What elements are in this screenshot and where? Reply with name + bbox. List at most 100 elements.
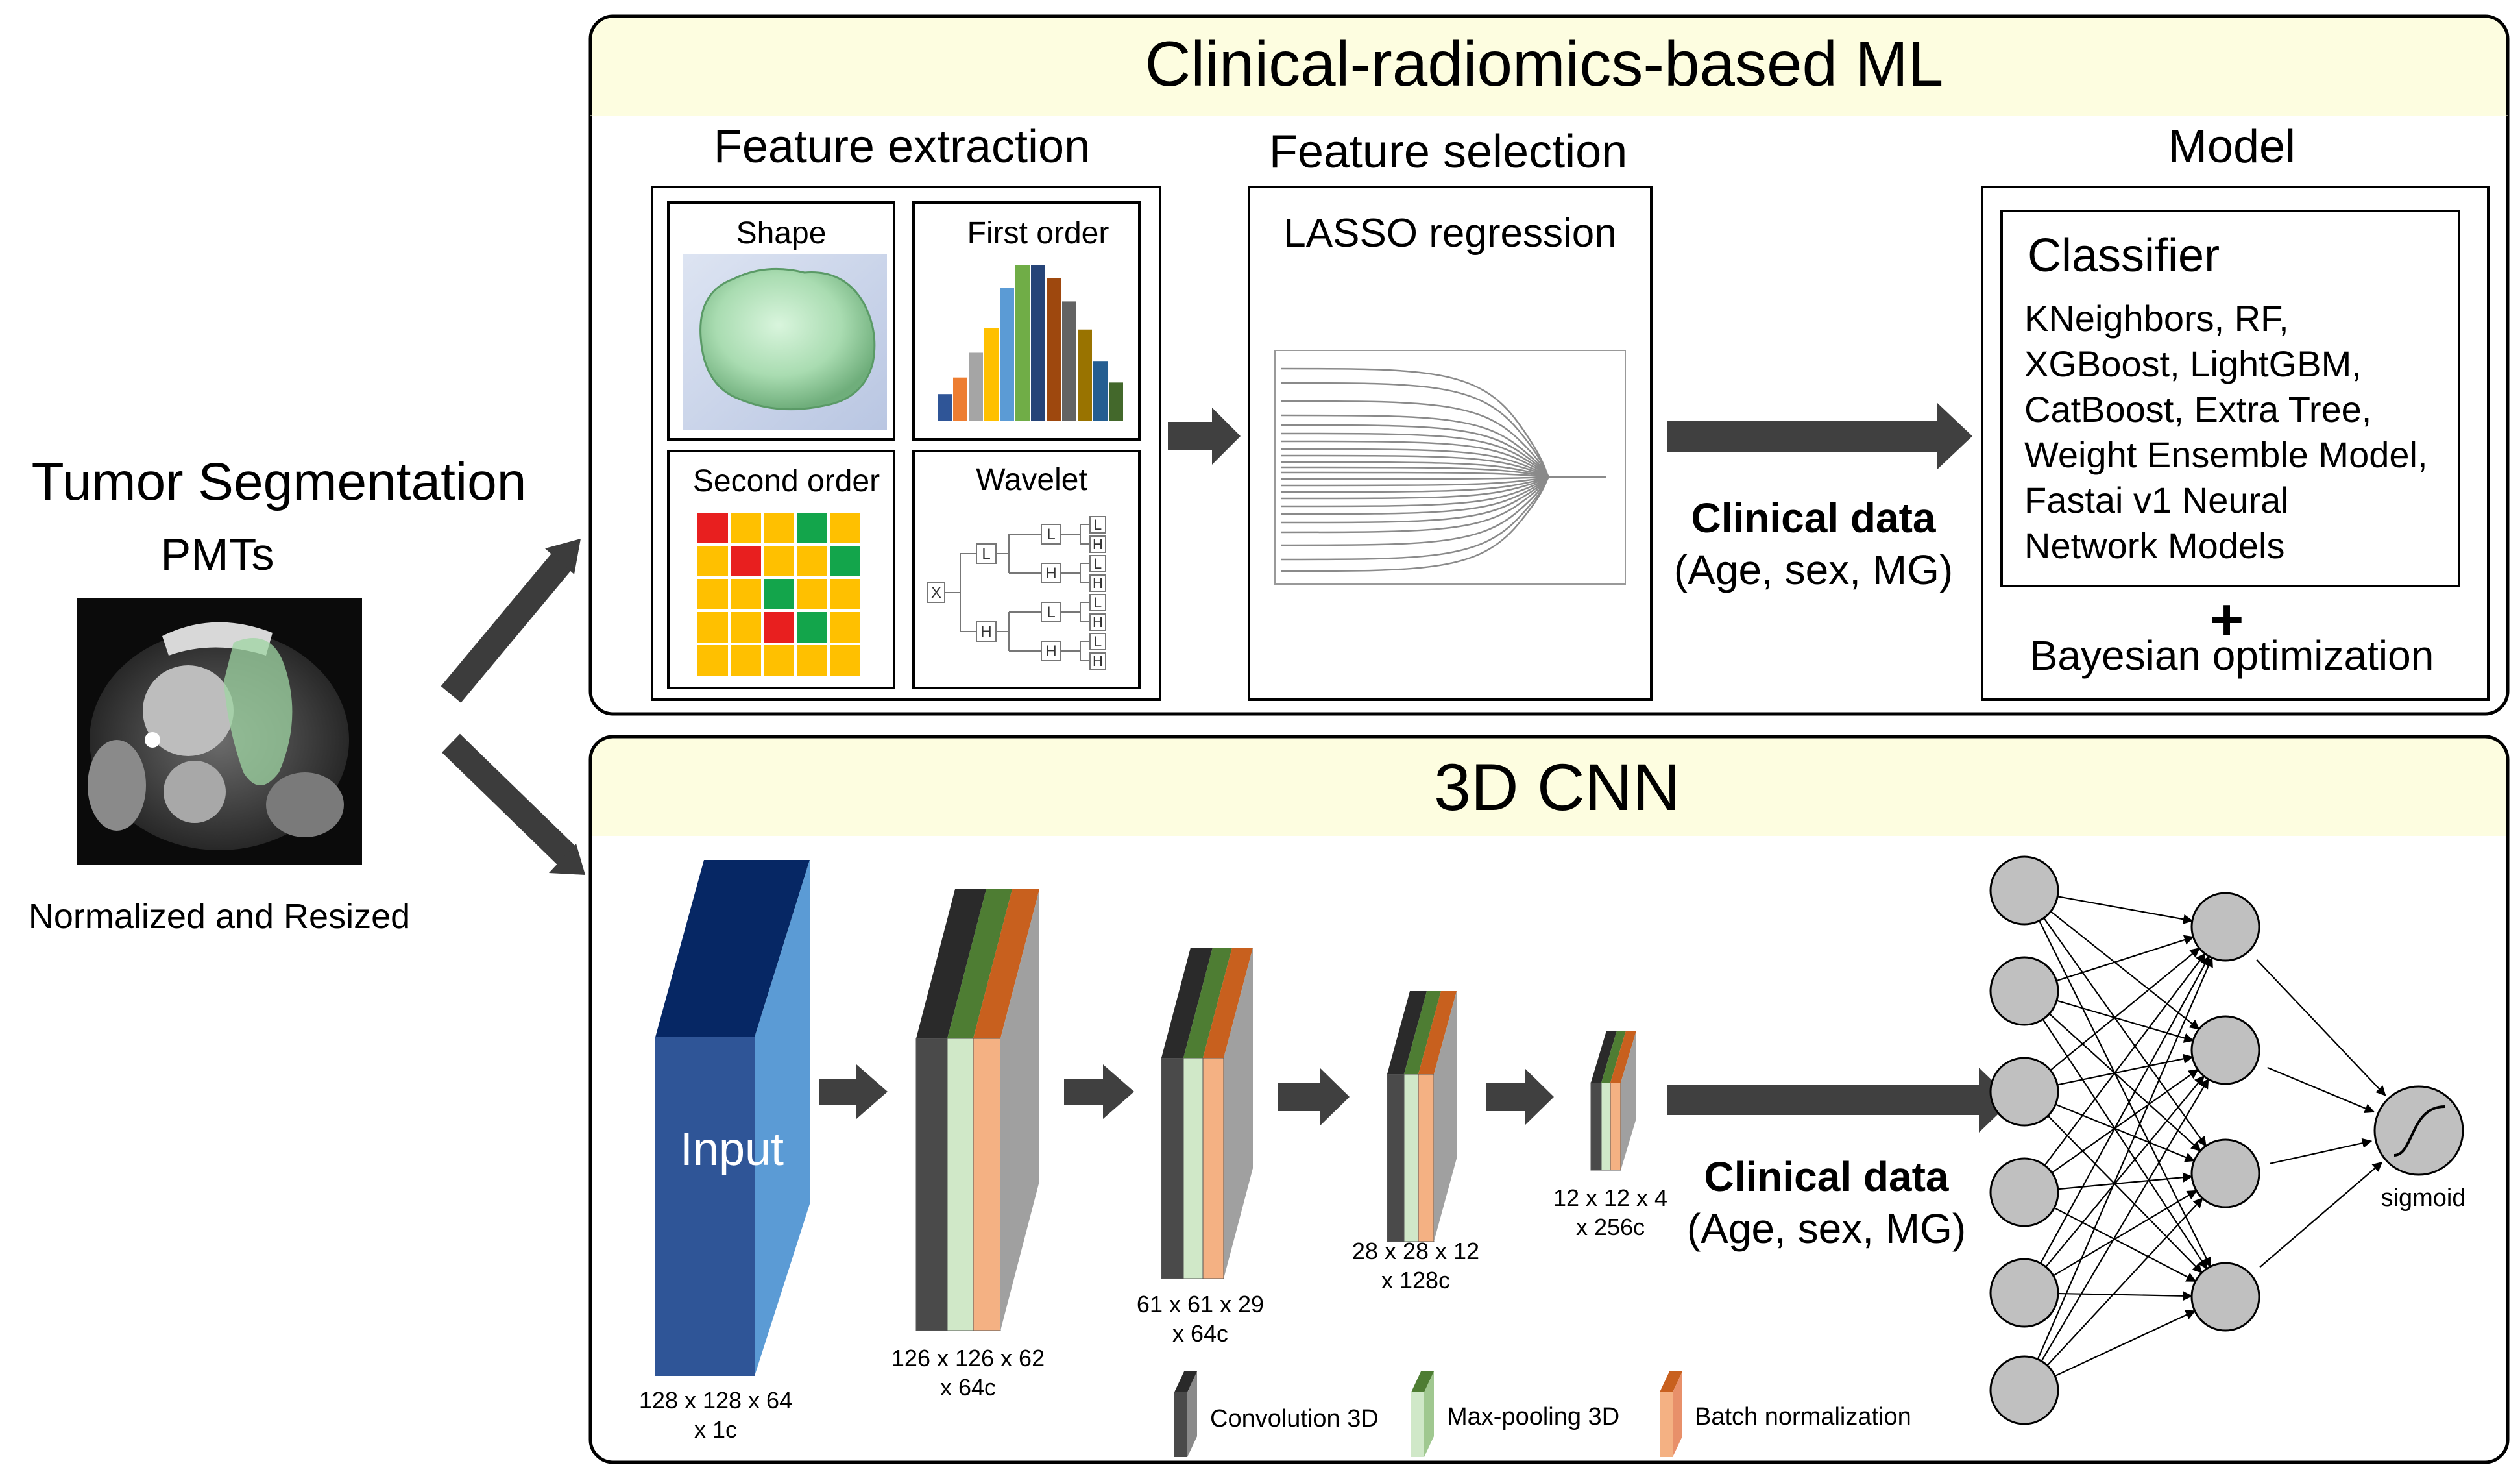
nn-input-node	[1989, 1258, 2059, 1328]
glcm-cell	[764, 579, 794, 609]
cnn-layer-blocks	[915, 889, 1636, 1331]
layer-side-face	[1621, 1031, 1636, 1170]
layer-front-face	[1601, 1082, 1611, 1171]
dim-layer3-line2: x 128c	[1381, 1267, 1450, 1294]
wavelet-nodes: X L H L H L H L H L H L H L H	[927, 516, 1106, 670]
layer-front-face	[1161, 1057, 1184, 1279]
tumor-3d-shape	[699, 267, 876, 411]
arrow-fs-to-model	[1667, 402, 1972, 470]
glcm-cell	[697, 579, 728, 609]
classifier-box	[2000, 210, 2460, 587]
wavelet-leaf-1: L	[1094, 517, 1102, 533]
histogram-bar	[1047, 278, 1061, 421]
legend: Convolution 3D Max-pooling 3D Batch norm…	[1174, 1371, 1911, 1457]
nn-input-node	[1989, 956, 2059, 1026]
nn-edge	[2055, 1103, 2196, 1162]
layer-front-face	[915, 1038, 948, 1331]
classifier-title: Classifier	[2028, 230, 2220, 282]
glcm-cell	[764, 612, 794, 643]
cnn-arrow-4	[1486, 1068, 1554, 1125]
layer-top-face	[1591, 1031, 1617, 1083]
dim-layer4-line1: 12 x 12 x 4	[1553, 1184, 1667, 1211]
glcm-cell	[797, 513, 827, 543]
nn-input-node	[1989, 1057, 2059, 1127]
dim-layer1-line2: x 64c	[940, 1374, 996, 1401]
histogram-bar	[984, 328, 999, 421]
layer-front-face	[1387, 1073, 1405, 1242]
glcm-cell	[764, 513, 794, 543]
wavelet-tree	[944, 524, 1090, 661]
glcm-cell	[697, 546, 728, 576]
nn-edge	[2057, 1053, 2194, 1086]
nn-edge	[2042, 1018, 2208, 1270]
dim-input-line2: x 1c	[694, 1416, 737, 1443]
layer-top-face	[1610, 1031, 1636, 1083]
layer-top-face	[947, 889, 1012, 1038]
ml-panel	[588, 14, 2510, 716]
sigmoid-label: sigmoid	[2381, 1184, 2466, 1212]
glcm-cell	[731, 645, 761, 676]
dim-layer2-line2: x 64c	[1172, 1320, 1228, 1347]
nn-hidden-node	[2190, 1015, 2260, 1085]
input-label: Input	[680, 1123, 784, 1175]
nn-edge	[2045, 1075, 2205, 1268]
nn-edge	[2056, 935, 2194, 982]
histogram-bar	[953, 377, 967, 421]
wavelet-node-h2b: H	[1045, 643, 1056, 660]
glcm-cell	[697, 513, 728, 543]
nn-edge	[2050, 947, 2200, 1071]
plus-sign: +	[2210, 587, 2244, 652]
nn-edge	[2053, 1190, 2198, 1277]
nn-edge-out	[2259, 1161, 2383, 1268]
dim-input-line1: 128 x 128 x 64	[639, 1387, 792, 1414]
layer-top-face	[1387, 991, 1427, 1074]
ct-scan-image	[77, 598, 362, 865]
wavelet-leaf-3: L	[1094, 556, 1102, 572]
input-volume	[655, 860, 810, 1376]
histogram-bar	[1000, 288, 1014, 421]
glcm-cell	[830, 513, 860, 543]
nn-edge	[2046, 1197, 2203, 1366]
first-order-histogram	[938, 265, 1123, 421]
lasso-path-line	[1281, 476, 1606, 572]
layer-front-face	[1610, 1082, 1621, 1171]
histogram-bar	[969, 352, 983, 421]
arrow-to-ml	[441, 550, 575, 703]
histogram-bar	[1031, 265, 1045, 421]
arrow-to-cnn	[442, 733, 577, 866]
cnn-panel	[588, 735, 2510, 1464]
legend-conv-label: Convolution 3D	[1210, 1405, 1379, 1432]
arrow-fe-to-fs	[1168, 408, 1241, 465]
glcm-cell	[797, 612, 827, 643]
dim-layer4-line2: x 256c	[1576, 1214, 1645, 1240]
histogram-bar	[1109, 382, 1123, 421]
glcm-cell	[764, 546, 794, 576]
nn-edge	[2057, 1172, 2193, 1190]
bayesian-optimization: Bayesian optimization	[2030, 632, 2434, 679]
layer-top-face	[1601, 1031, 1626, 1083]
wavelet-leaf-6: H	[1093, 614, 1103, 630]
wavelet-leaf-4: H	[1093, 575, 1103, 591]
lasso-label: LASSO regression	[1283, 211, 1616, 256]
cnn-clinical-items: (Age, sex, MG)	[1687, 1205, 1966, 1252]
cnn-arrow-2	[1064, 1064, 1134, 1119]
glcm-cell	[731, 612, 761, 643]
wavelet-node-l2a: L	[1047, 526, 1055, 543]
layer-top-face	[1183, 948, 1232, 1058]
layer-top-face	[1203, 948, 1253, 1058]
arrow-to-cnn-head	[549, 844, 585, 875]
glcm-cell	[697, 645, 728, 676]
glcm-matrix	[697, 513, 860, 676]
nn-edge	[2044, 953, 2206, 1166]
legend-pool-label: Max-pooling 3D	[1447, 1403, 1619, 1430]
classifier-line-4: Weight Ensemble Model,	[2024, 434, 2428, 475]
sigmoid-curve-icon	[2393, 1105, 2445, 1157]
cnn-arrow-3	[1278, 1068, 1350, 1125]
wavelet-leaf-5: L	[1094, 595, 1102, 611]
nn-edge	[2048, 1013, 2201, 1152]
nn-edge-out	[2267, 1066, 2375, 1113]
glcm-cell	[764, 645, 794, 676]
feature-extraction-heading: Feature extraction	[714, 121, 1090, 173]
nn-edge	[2056, 1000, 2194, 1043]
